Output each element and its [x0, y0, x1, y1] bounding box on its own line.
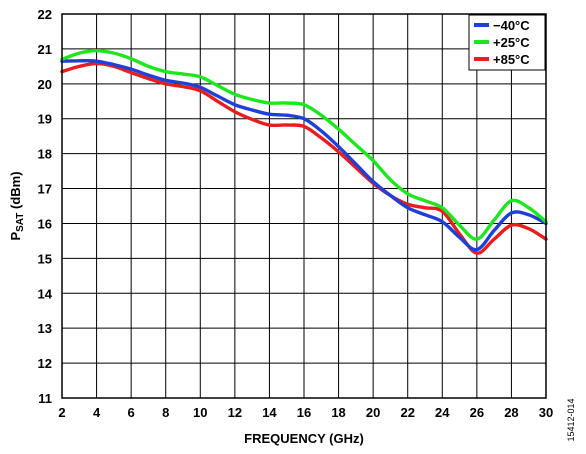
x-tick-label: 22: [400, 405, 414, 420]
y-tick-label: 11: [38, 391, 52, 406]
x-tick-label: 18: [331, 405, 345, 420]
x-tick-labels: 2 4 6 8 10 12 14 16 18 20 22 24 26 28 30: [58, 405, 553, 420]
y-tick-label: 21: [38, 42, 52, 57]
x-tick-label: 12: [228, 405, 242, 420]
y-tick-label: 22: [38, 7, 52, 22]
legend-label: −40°C: [493, 18, 530, 33]
y-tick-label: 19: [38, 112, 52, 127]
y-tick-label: 18: [38, 147, 52, 162]
x-tick-label: 16: [297, 405, 311, 420]
y-tick-label: 15: [38, 251, 52, 266]
legend-label: +25°C: [493, 35, 530, 50]
y-tick-label: 17: [38, 182, 52, 197]
y-tick-label: 20: [38, 77, 52, 92]
x-tick-label: 30: [539, 405, 553, 420]
series-line: [60, 59, 548, 252]
y-tick-labels: 11 12 13 14 15 16 17 18 19 20 21 22: [38, 7, 53, 406]
x-tick-label: 4: [93, 405, 101, 420]
y-axis-title: PSAT (dBm): [8, 171, 26, 240]
plot-frame: [61, 13, 547, 399]
x-tick-label: 28: [504, 405, 518, 420]
x-axis-title: FREQUENCY (GHz): [244, 431, 364, 446]
legend-label: +85°C: [493, 52, 530, 67]
y-tick-label: 12: [38, 356, 52, 371]
x-tick-label: 26: [470, 405, 484, 420]
x-tick-label: 10: [193, 405, 207, 420]
y-tick-label: 16: [38, 216, 52, 231]
series-line: [60, 48, 548, 241]
legend: −40°C +25°C +85°C: [468, 14, 546, 71]
x-tick-label: 14: [262, 405, 277, 420]
series-layer: [60, 48, 548, 255]
x-tick-label: 8: [162, 405, 169, 420]
y-tick-label: 14: [38, 286, 53, 301]
y-axis-title-rest: (dBm): [8, 171, 23, 212]
y-axis-title-main: P: [8, 232, 23, 241]
figure-id: 15412-014: [566, 398, 576, 441]
x-tick-label: 6: [128, 405, 135, 420]
x-tick-label: 2: [58, 405, 65, 420]
y-axis-title-subscript: SAT: [15, 213, 26, 232]
x-tick-label: 24: [435, 405, 450, 420]
x-tick-label: 20: [366, 405, 380, 420]
y-tick-label: 13: [38, 321, 52, 336]
